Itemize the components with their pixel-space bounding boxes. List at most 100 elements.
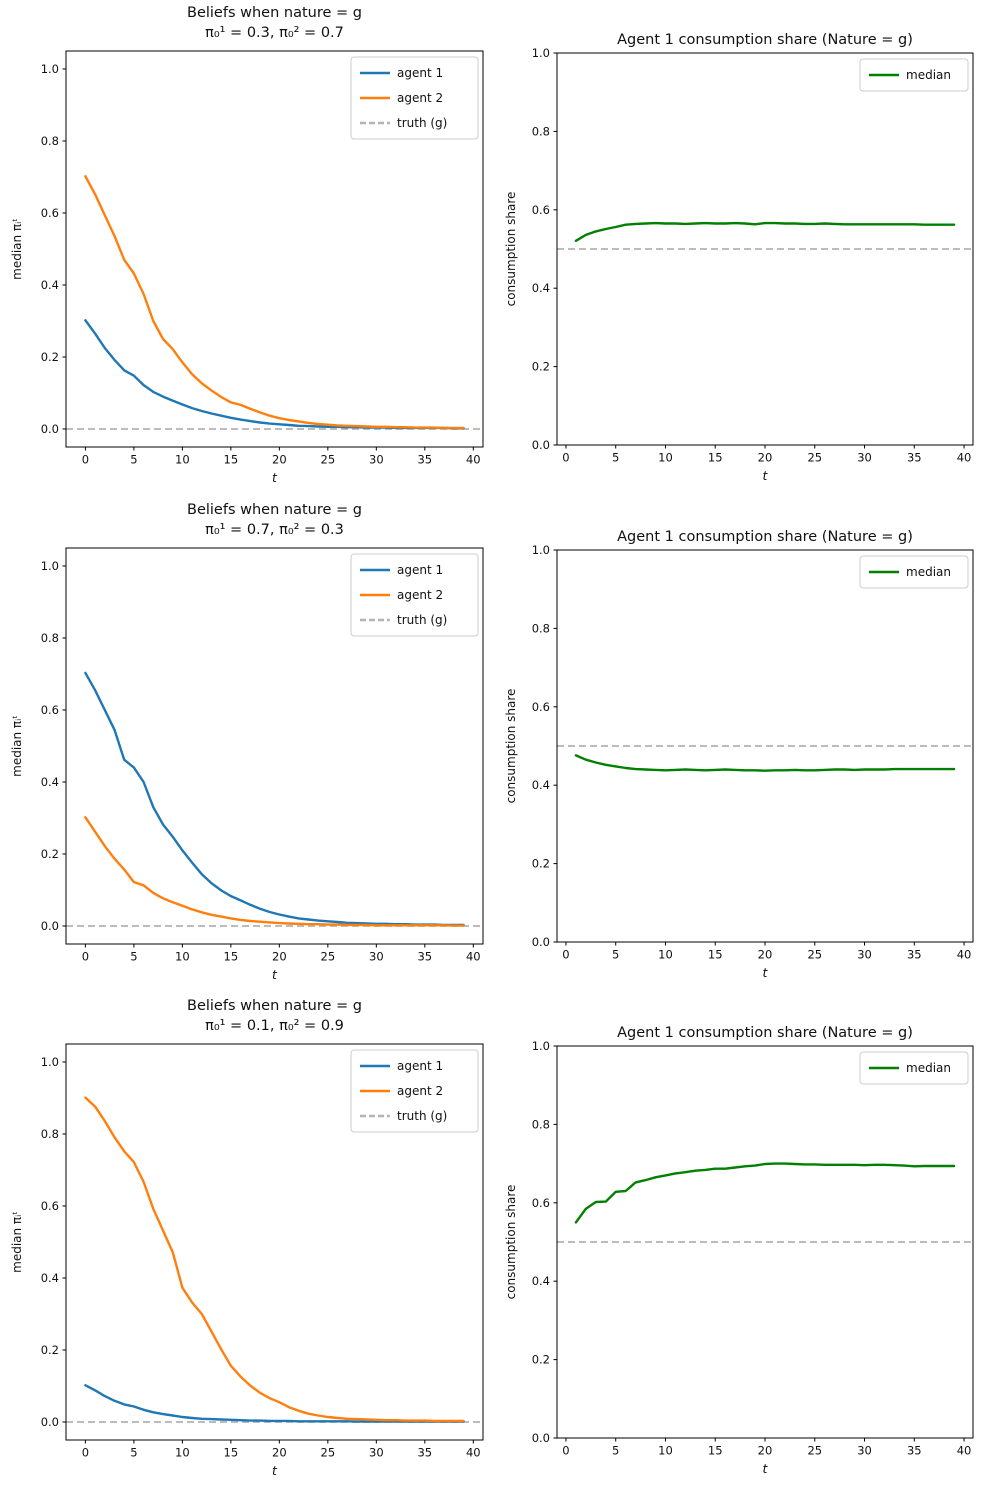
x-tick-label: 15 bbox=[224, 1446, 239, 1460]
legend-label: agent 2 bbox=[397, 588, 443, 602]
chart-title: Agent 1 consumption share (Nature = g) bbox=[617, 1025, 913, 1041]
x-tick-label: 30 bbox=[857, 948, 872, 962]
legend-label: truth (g) bbox=[397, 116, 447, 130]
series-line-agent-1 bbox=[84, 319, 465, 430]
x-tick-label: 35 bbox=[417, 950, 432, 964]
y-tick-label: 0.4 bbox=[41, 775, 59, 789]
x-tick-label: 35 bbox=[907, 451, 922, 465]
y-tick-label: 0.6 bbox=[41, 1199, 59, 1213]
y-tick-label: 1.0 bbox=[532, 543, 550, 557]
y-tick-label: 0.4 bbox=[532, 778, 550, 792]
x-tick-label: 20 bbox=[758, 948, 773, 962]
axes-border bbox=[65, 547, 484, 945]
x-tick-label: 15 bbox=[708, 451, 723, 465]
chart-title: Beliefs when nature = g bbox=[187, 502, 362, 518]
y-tick-label: 0.0 bbox=[41, 422, 59, 436]
subplot-beliefs-row2: 0 5 10 15 20 25 30 35 40 0.0 0.2 0.4 0.6 0.8 1.0 t media… bbox=[0, 497, 494, 993]
y-tick-label: 0.4 bbox=[532, 281, 550, 295]
x-tick-label: 0 bbox=[562, 948, 569, 962]
legend-label: truth (g) bbox=[397, 613, 447, 627]
legend-label: agent 2 bbox=[397, 91, 443, 105]
series-line-median bbox=[574, 754, 956, 772]
y-axis-label: median πᵢᵗ bbox=[10, 715, 24, 777]
legend-label: median bbox=[906, 565, 951, 579]
x-tick-label: 5 bbox=[130, 453, 137, 467]
x-tick-label: 25 bbox=[321, 950, 336, 964]
x-tick-label: 0 bbox=[82, 950, 89, 964]
x-tick-label: 30 bbox=[369, 950, 384, 964]
y-tick-label: 0.8 bbox=[41, 631, 59, 645]
x-tick-label: 25 bbox=[321, 453, 336, 467]
y-axis-label: consumption share bbox=[504, 1185, 518, 1300]
legend-box bbox=[350, 56, 479, 140]
y-tick-label: 0.2 bbox=[532, 1353, 550, 1367]
y-tick-label: 0.8 bbox=[41, 1127, 59, 1141]
y-axis-label: consumption share bbox=[504, 689, 518, 804]
x-tick-label: 25 bbox=[807, 1444, 822, 1458]
x-tick-label: 20 bbox=[272, 1446, 287, 1460]
x-tick-label: 0 bbox=[562, 1444, 569, 1458]
series-line-median bbox=[574, 221, 956, 243]
x-tick-label: 40 bbox=[957, 1444, 972, 1458]
y-tick-label: 1.0 bbox=[41, 1055, 59, 1069]
x-tick-label: 15 bbox=[224, 950, 239, 964]
x-axis-label: t bbox=[763, 468, 769, 483]
subplot-consumption-row2: 0 5 10 15 20 25 30 35 40 0.0 0.2 0.4 0.6 0.8 1.0 t consu… bbox=[494, 497, 988, 993]
y-tick-label: 0.4 bbox=[532, 1274, 550, 1288]
x-tick-label: 10 bbox=[175, 1446, 190, 1460]
x-tick-label: 0 bbox=[562, 451, 569, 465]
legend-box bbox=[859, 555, 969, 589]
y-tick-label: 0.8 bbox=[532, 1117, 550, 1131]
y-tick-label: 0.0 bbox=[41, 1415, 59, 1429]
x-tick-label: 25 bbox=[807, 948, 822, 962]
chart-subtitle: π₀¹ = 0.3, π₀² = 0.7 bbox=[205, 25, 344, 41]
y-tick-label: 0.2 bbox=[532, 857, 550, 871]
legend-label: median bbox=[906, 1061, 951, 1075]
y-tick-label: 0.8 bbox=[41, 134, 59, 148]
x-tick-label: 35 bbox=[417, 1446, 432, 1460]
x-tick-label: 15 bbox=[224, 453, 239, 467]
y-tick-label: 1.0 bbox=[41, 62, 59, 76]
y-tick-label: 0.6 bbox=[532, 203, 550, 217]
x-tick-label: 5 bbox=[130, 1446, 137, 1460]
legend-box bbox=[350, 553, 479, 637]
chart-subtitle: π₀¹ = 0.1, π₀² = 0.9 bbox=[205, 1018, 344, 1034]
x-tick-label: 25 bbox=[321, 1446, 336, 1460]
x-tick-label: 30 bbox=[369, 453, 384, 467]
y-tick-label: 1.0 bbox=[532, 1039, 550, 1053]
x-axis-label: t bbox=[763, 1461, 769, 1476]
axes-border bbox=[65, 1043, 484, 1441]
subplot-beliefs-row3: 0 5 10 15 20 25 30 35 40 0.0 0.2 0.4 0.6 0.8 1.0 t media… bbox=[0, 993, 494, 1489]
x-tick-label: 35 bbox=[417, 453, 432, 467]
y-tick-label: 0.2 bbox=[532, 360, 550, 374]
x-tick-label: 30 bbox=[857, 451, 872, 465]
y-tick-label: 0.0 bbox=[532, 438, 550, 452]
y-tick-label: 0.2 bbox=[41, 350, 59, 364]
legend-label: median bbox=[906, 68, 951, 82]
x-tick-label: 0 bbox=[82, 1446, 89, 1460]
chart-title: Agent 1 consumption share (Nature = g) bbox=[617, 529, 913, 545]
x-tick-label: 20 bbox=[758, 1444, 773, 1458]
subplot-consumption-row3: 0 5 10 15 20 25 30 35 40 0.0 0.2 0.4 0.6 0.8 1.0 t consu… bbox=[494, 993, 988, 1489]
x-axis-label: t bbox=[272, 1463, 278, 1478]
beliefs-chart-row2: 0 5 10 15 20 25 30 35 40 0.0 0.2 0.4 0.6 0.8 1.0 t media… bbox=[10, 547, 484, 982]
x-tick-label: 0 bbox=[82, 453, 89, 467]
legend-label: agent 1 bbox=[397, 563, 443, 577]
series-line-median bbox=[574, 1162, 956, 1224]
x-tick-label: 10 bbox=[175, 950, 190, 964]
x-tick-label: 40 bbox=[466, 950, 481, 964]
y-tick-label: 0.6 bbox=[532, 1196, 550, 1210]
x-tick-label: 10 bbox=[175, 453, 190, 467]
x-tick-label: 15 bbox=[708, 948, 723, 962]
y-tick-label: 0.0 bbox=[41, 919, 59, 933]
legend-box bbox=[859, 1051, 969, 1085]
legend-label: agent 1 bbox=[397, 66, 443, 80]
x-tick-label: 30 bbox=[369, 1446, 384, 1460]
beliefs-chart-row3: 0 5 10 15 20 25 30 35 40 0.0 0.2 0.4 0.6 0.8 1.0 t media… bbox=[10, 1043, 484, 1478]
legend-box bbox=[859, 58, 969, 92]
chart-title: Beliefs when nature = g bbox=[187, 5, 362, 21]
consumption-chart-row3: 0 5 10 15 20 25 30 35 40 0.0 0.2 0.4 0.6 0.8 1.0 t consu… bbox=[504, 1039, 974, 1476]
x-tick-label: 5 bbox=[612, 1444, 619, 1458]
series-line-agent-1 bbox=[84, 671, 465, 927]
consumption-chart-row1: 0 5 10 15 20 25 30 35 40 0.0 0.2 0.4 0.6 0.8 1.0 t consu… bbox=[504, 46, 974, 483]
